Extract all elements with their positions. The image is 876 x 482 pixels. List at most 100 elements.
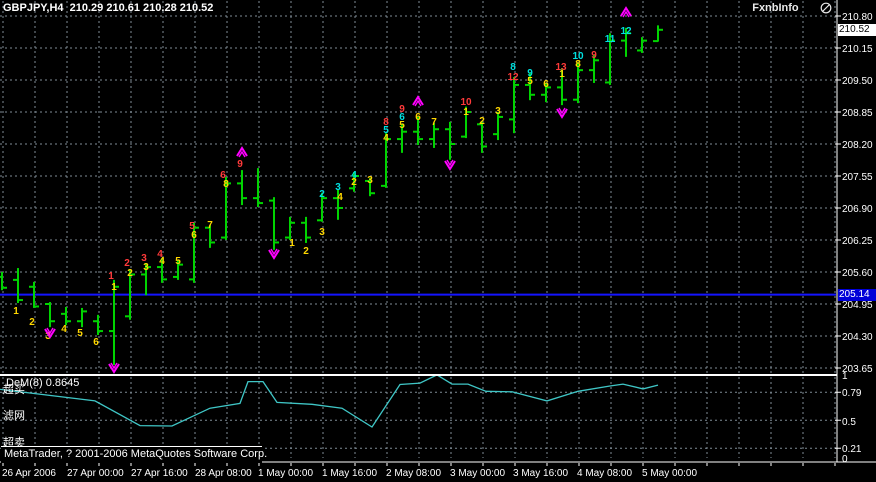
- up-arrow-icon: [236, 146, 248, 157]
- down-arrow-icon: [268, 249, 280, 260]
- count-label-yellow: 1: [111, 282, 117, 293]
- down-arrow-icon: [556, 108, 568, 119]
- count-label-red: 9: [237, 159, 243, 170]
- up-arrow-icon: [412, 95, 424, 106]
- count-label-yellow: 3: [45, 331, 51, 342]
- down-arrow-icon: [46, 327, 54, 335]
- count-label-red: 9: [399, 104, 405, 115]
- time-axis-label: 2 May 08:00: [386, 468, 441, 479]
- count-label-yellow: 5: [399, 120, 405, 131]
- count-label-yellow: 3: [319, 227, 325, 238]
- count-label-red: 8: [383, 117, 389, 128]
- indicator-value-label: DeM(8) 0.8645: [6, 377, 80, 389]
- count-label-yellow: 6: [93, 337, 99, 348]
- indicator-scale-label: 0.5: [842, 417, 856, 428]
- count-label-yellow: 5: [527, 76, 533, 87]
- count-label-yellow: 6: [191, 230, 197, 241]
- price-axis-label: 205.60: [842, 268, 873, 279]
- count-label-red: 6: [220, 170, 226, 181]
- count-label-red: 2: [124, 258, 130, 269]
- count-label-aqua: 11: [605, 34, 616, 45]
- copyright-bar: MetaTrader, ? 2001-2006 MetaQuotes Softw…: [1, 446, 267, 463]
- dem-indicator-line: [0, 374, 659, 428]
- indicator-scale-label: 0.79: [842, 388, 862, 399]
- count-label-aqua: 3: [335, 182, 341, 193]
- count-label-aqua: 8: [510, 62, 516, 73]
- down-arrow-icon: [110, 362, 118, 370]
- count-label-yellow: 1: [559, 69, 565, 80]
- count-label-red: 9: [591, 50, 597, 61]
- current-price-badge: 210.52: [838, 24, 876, 36]
- count-label-yellow: 4: [61, 324, 67, 335]
- price-axis-label: 210.80: [842, 12, 873, 23]
- time-axis-label: 26 Apr 2006: [2, 468, 56, 479]
- count-label-aqua: 6: [399, 112, 405, 123]
- count-label-red: 13: [555, 62, 567, 73]
- price-axis-label: 204.30: [842, 332, 873, 343]
- count-label-yellow: 4: [383, 133, 389, 144]
- count-label-yellow: 4: [159, 256, 165, 267]
- indicator-watermark: FxnbInfo: [752, 2, 832, 14]
- up-arrow-icon: [622, 10, 630, 18]
- count-label-red: 12: [507, 72, 519, 83]
- count-label-yellow: 6: [543, 79, 549, 90]
- down-arrow-icon: [446, 159, 454, 167]
- time-axis-label: 5 May 00:00: [642, 468, 697, 479]
- indicator-scale-label: 1: [842, 371, 848, 382]
- count-label-yellow: 2: [303, 246, 309, 257]
- indicator-scale-label: 0.21: [842, 444, 862, 455]
- count-label-yellow: 3: [143, 262, 149, 273]
- down-arrow-icon: [44, 328, 56, 339]
- overbought-label: 超买: [3, 384, 25, 396]
- count-label-yellow: 8: [223, 179, 229, 190]
- price-axis-label: 203.65: [842, 364, 873, 375]
- price-axis-label: 210.15: [842, 44, 873, 55]
- count-label-yellow: 1: [13, 306, 19, 317]
- time-axis-label: 28 Apr 08:00: [195, 468, 252, 479]
- count-label-yellow: 1: [463, 107, 469, 118]
- time-axis-label: 27 Apr 16:00: [131, 468, 188, 479]
- filter-label: 滤网: [3, 410, 25, 422]
- count-label-yellow: 2: [29, 317, 35, 328]
- count-label-red: 10: [460, 97, 472, 108]
- price-axis-label: 206.25: [842, 236, 873, 247]
- count-label-red: 5: [189, 221, 195, 232]
- circled-logo-icon: [802, 2, 832, 14]
- count-label-yellow: 2: [351, 177, 357, 188]
- watermark-label: FxnbInfo: [752, 2, 799, 14]
- time-axis-label: 1 May 00:00: [258, 468, 313, 479]
- time-axis-label: 3 May 16:00: [513, 468, 568, 479]
- chart-symbol-title: GBPJPY,H4 210.29 210.61 210.28 210.52: [3, 2, 214, 14]
- up-arrow-icon: [620, 6, 632, 17]
- count-label-aqua: 5: [383, 125, 389, 136]
- time-axis-label: 3 May 00:00: [450, 468, 505, 479]
- count-label-yellow: 7: [207, 220, 213, 231]
- price-axis-label: 208.20: [842, 140, 873, 151]
- down-arrow-icon: [444, 160, 456, 171]
- down-arrow-icon: [270, 248, 278, 256]
- count-label-yellow: 1: [289, 238, 295, 249]
- count-label-red: 1: [108, 271, 114, 282]
- count-label-yellow: 5: [77, 328, 83, 339]
- indicator-scale-label: 0: [842, 454, 848, 465]
- count-label-yellow: 2: [127, 268, 133, 279]
- count-label-aqua: 9: [527, 68, 533, 79]
- count-label-aqua: 12: [620, 26, 632, 37]
- count-label-yellow: 3: [495, 106, 501, 117]
- time-axis-label: 27 Apr 00:00: [67, 468, 124, 479]
- price-axis-label: 209.50: [842, 76, 873, 87]
- price-axis-label: 208.85: [842, 108, 873, 119]
- count-label-yellow: 7: [431, 117, 437, 128]
- hline-price-badge: 205.14: [838, 289, 876, 301]
- count-label-aqua: 10: [572, 51, 584, 62]
- count-label-yellow: 4: [337, 192, 343, 203]
- up-arrow-icon: [414, 99, 422, 107]
- time-axis-label: 1 May 16:00: [322, 468, 377, 479]
- price-axis-label: 207.55: [842, 172, 873, 183]
- count-label-yellow: 6: [415, 112, 421, 123]
- count-label-yellow: 2: [479, 116, 485, 127]
- down-arrow-icon: [108, 363, 120, 374]
- time-axis-label: 4 May 08:00: [577, 468, 632, 479]
- count-label-red: 4: [157, 249, 163, 260]
